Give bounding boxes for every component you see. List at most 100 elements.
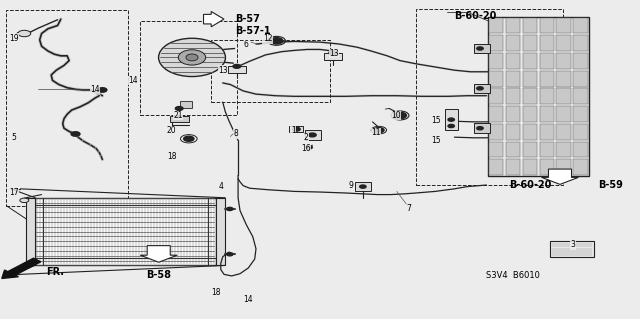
Bar: [556, 88, 571, 104]
Bar: [489, 18, 503, 33]
Bar: [523, 71, 537, 86]
Circle shape: [306, 146, 312, 149]
Bar: [506, 88, 520, 104]
Bar: [489, 124, 503, 140]
Bar: [573, 124, 588, 140]
Polygon shape: [541, 169, 579, 184]
Bar: [489, 106, 503, 122]
Circle shape: [448, 124, 454, 128]
Bar: [180, 101, 192, 108]
Bar: [556, 53, 571, 69]
Bar: [506, 106, 520, 122]
Bar: [523, 53, 537, 69]
Polygon shape: [204, 11, 224, 27]
Circle shape: [329, 51, 337, 55]
Bar: [540, 124, 554, 140]
Text: 4: 4: [218, 182, 223, 191]
Bar: [556, 71, 571, 86]
Circle shape: [292, 127, 300, 131]
Bar: [489, 142, 503, 157]
Text: 1: 1: [291, 126, 296, 135]
Text: 10: 10: [390, 111, 401, 120]
Bar: [556, 106, 571, 122]
Bar: [324, 53, 342, 60]
Text: 11: 11: [372, 128, 381, 137]
Bar: [506, 71, 520, 86]
Bar: [170, 116, 189, 122]
Polygon shape: [140, 246, 177, 262]
Bar: [540, 142, 554, 157]
Circle shape: [477, 127, 483, 130]
Bar: [540, 53, 554, 69]
Bar: [506, 142, 520, 157]
Text: 12: 12: [263, 34, 272, 43]
Circle shape: [270, 38, 283, 44]
Text: B-60-20: B-60-20: [454, 11, 497, 21]
Circle shape: [227, 253, 233, 256]
Bar: [355, 182, 371, 191]
Text: 21: 21: [173, 111, 182, 120]
Bar: [416, 9, 563, 185]
Bar: [540, 106, 554, 122]
Circle shape: [448, 118, 454, 121]
Text: 9: 9: [348, 181, 353, 190]
Bar: [140, 21, 237, 115]
Bar: [445, 109, 458, 130]
Text: 15: 15: [431, 137, 442, 145]
Bar: [556, 124, 571, 140]
Bar: [489, 53, 503, 69]
Text: 8: 8: [233, 130, 238, 138]
Circle shape: [20, 198, 29, 203]
Ellipse shape: [159, 38, 225, 77]
Bar: [488, 17, 589, 176]
Circle shape: [374, 128, 384, 133]
Text: 18: 18: [212, 288, 221, 297]
Bar: [550, 241, 594, 257]
Text: B-60-20: B-60-20: [509, 180, 551, 190]
Text: 18: 18: [167, 152, 176, 161]
Bar: [573, 106, 588, 122]
Text: 7: 7: [406, 204, 411, 213]
Circle shape: [233, 64, 241, 68]
FancyArrow shape: [2, 258, 41, 278]
Circle shape: [71, 132, 80, 136]
Text: FR.: FR.: [46, 267, 64, 277]
Bar: [489, 159, 503, 175]
Bar: [506, 53, 520, 69]
Circle shape: [477, 47, 483, 50]
Bar: [523, 88, 537, 104]
Bar: [573, 142, 588, 157]
Bar: [556, 35, 571, 51]
Bar: [523, 124, 537, 140]
Bar: [540, 35, 554, 51]
Bar: [506, 124, 520, 140]
Text: 16: 16: [301, 144, 311, 153]
Bar: [474, 123, 490, 133]
Bar: [573, 88, 588, 104]
Bar: [556, 159, 571, 175]
Text: B-59: B-59: [598, 180, 623, 190]
Bar: [523, 159, 537, 175]
Text: 20: 20: [166, 126, 177, 135]
Bar: [540, 88, 554, 104]
Bar: [216, 198, 225, 265]
Bar: [489, 35, 503, 51]
Bar: [523, 106, 537, 122]
Circle shape: [18, 30, 31, 37]
Text: 2: 2: [303, 133, 308, 142]
Bar: [540, 18, 554, 33]
Bar: [6, 10, 128, 206]
Text: 13: 13: [218, 66, 228, 75]
Bar: [506, 35, 520, 51]
Bar: [540, 159, 554, 175]
Circle shape: [175, 107, 183, 110]
Bar: [523, 18, 537, 33]
Bar: [26, 198, 35, 265]
Circle shape: [98, 88, 107, 92]
Bar: [289, 126, 303, 132]
Bar: [573, 159, 588, 175]
Bar: [506, 18, 520, 33]
Text: B-58: B-58: [146, 270, 172, 279]
Text: 15: 15: [431, 116, 442, 125]
Ellipse shape: [179, 50, 205, 65]
